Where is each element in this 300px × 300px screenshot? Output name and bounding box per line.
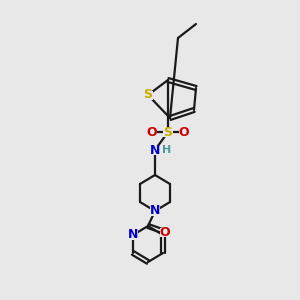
Text: H: H <box>162 145 172 155</box>
Bar <box>179 128 189 136</box>
Bar <box>150 146 160 154</box>
Text: N: N <box>128 229 138 242</box>
Bar <box>147 128 157 136</box>
Text: O: O <box>179 125 189 139</box>
Text: S: S <box>143 88 152 101</box>
Bar <box>143 91 153 100</box>
Text: N: N <box>150 205 160 218</box>
Text: S: S <box>164 125 172 139</box>
Text: O: O <box>147 125 157 139</box>
Bar <box>150 206 160 215</box>
Text: O: O <box>160 226 170 238</box>
Bar <box>128 230 138 239</box>
Bar <box>160 227 170 236</box>
Bar <box>163 128 173 136</box>
Text: N: N <box>150 143 160 157</box>
